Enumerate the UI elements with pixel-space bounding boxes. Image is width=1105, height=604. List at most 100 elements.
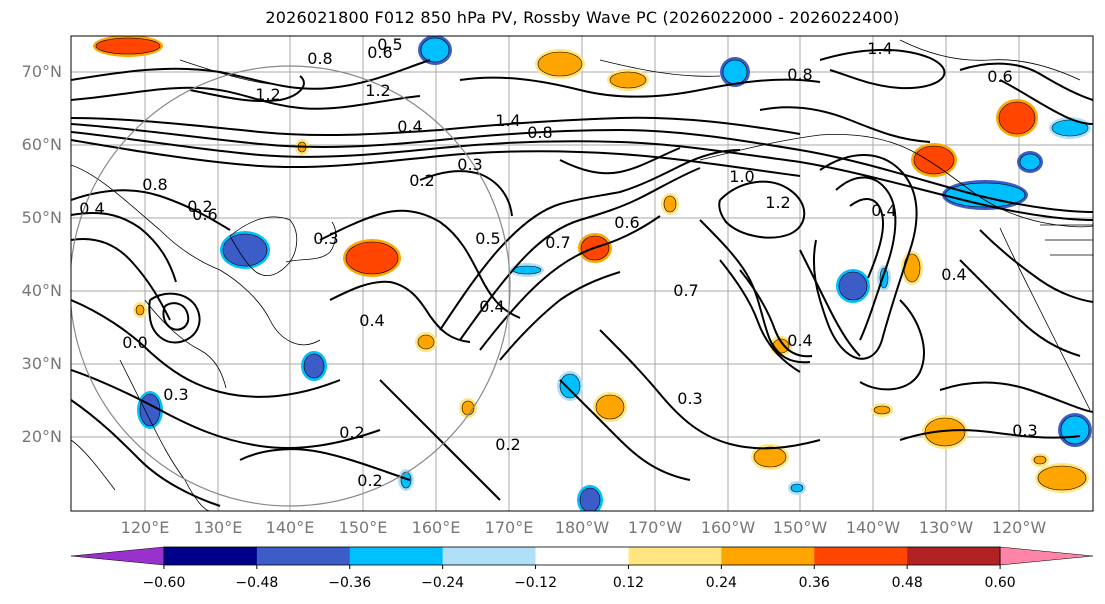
colorbar-tick-label: 0.12 xyxy=(612,575,645,591)
contour-value-label: 1.4 xyxy=(867,39,892,58)
pv-contours xyxy=(71,48,1093,507)
pv-contour-line xyxy=(439,149,741,331)
lon-tick-label: 150°W xyxy=(772,518,828,537)
colorbar-tick-label: 0.36 xyxy=(798,575,830,591)
contour-value-label: 0.2 xyxy=(357,471,382,490)
pv-contour-line xyxy=(939,381,1093,413)
anomaly-core xyxy=(1019,153,1041,171)
contour-value-label: 0.2 xyxy=(409,171,434,190)
pv-contour-line xyxy=(959,259,1081,357)
colorbar-tick-label: −0.12 xyxy=(514,575,557,591)
coastline xyxy=(119,359,211,511)
anomaly-core xyxy=(139,393,161,427)
contour-value-label: 0.8 xyxy=(307,49,332,68)
pv-contour-line xyxy=(71,116,801,137)
pv-contour-line xyxy=(799,249,861,357)
colorbar-segment xyxy=(349,547,444,565)
anomaly-core xyxy=(303,353,325,379)
anomaly-core xyxy=(838,271,868,301)
coastline xyxy=(144,299,227,389)
coastline xyxy=(71,164,321,346)
anomaly-core xyxy=(998,101,1036,135)
coastline xyxy=(1040,224,1093,256)
pv-contour-line xyxy=(739,269,813,358)
pv-contour-line xyxy=(239,448,411,481)
figure-title: 2026021800 F012 850 hPa PV, Rossby Wave … xyxy=(265,8,900,27)
coastline xyxy=(599,59,721,77)
contour-value-label: 0.8 xyxy=(787,65,812,84)
anomaly-core xyxy=(753,446,787,468)
lat-tick-label: 40°N xyxy=(21,281,62,300)
anomaly-core xyxy=(345,241,399,275)
contour-value-label: 0.7 xyxy=(673,281,698,300)
colorbar-tick-label: −0.36 xyxy=(328,575,372,591)
anomaly-core xyxy=(461,400,475,416)
lon-tick-label: 180°W xyxy=(554,518,610,537)
map-frame xyxy=(70,35,1094,512)
rossby-wave-region-circle xyxy=(71,65,511,507)
colorbar-segment xyxy=(163,547,258,565)
contour-value-label: 0.2 xyxy=(495,435,520,454)
colorbar-segment xyxy=(907,547,1001,565)
contour-value-label: 0.7 xyxy=(545,233,570,252)
pv-contour-line xyxy=(819,48,946,90)
pv-contour-line xyxy=(999,79,1093,125)
contour-value-label: 0.3 xyxy=(457,155,482,174)
pv-contour-line xyxy=(319,209,521,319)
contour-value-label: 0.4 xyxy=(79,199,104,218)
coastline xyxy=(229,216,298,276)
coastlines xyxy=(71,39,1093,511)
colorbar-segment xyxy=(535,547,629,565)
pv-contour-line xyxy=(459,76,821,98)
contour-value-label: 1.4 xyxy=(495,111,520,130)
anomaly-core xyxy=(1060,415,1090,445)
pv-contour-line xyxy=(71,369,381,449)
lat-tick-label: 20°N xyxy=(21,427,62,446)
colorbar-tick-label: −0.60 xyxy=(142,575,186,591)
anomaly-core xyxy=(559,373,581,399)
contour-value-label: 1.2 xyxy=(255,85,280,104)
contour-value-label: 0.6 xyxy=(614,213,639,232)
contour-value-label: 0.2 xyxy=(187,197,212,216)
pv-contour-line xyxy=(979,229,1093,303)
colorbar-tick-label: 0.48 xyxy=(891,575,923,591)
colorbar-extend-high xyxy=(999,546,1094,566)
pv-contour-line xyxy=(849,198,884,279)
anomaly-core xyxy=(873,405,891,415)
anomaly-core xyxy=(595,394,625,420)
lon-tick-label: 140°E xyxy=(265,518,315,537)
pv-contour-line xyxy=(71,123,1093,213)
anomaly-core xyxy=(913,145,955,175)
anomaly-core xyxy=(512,265,542,275)
pv-contour-line xyxy=(71,212,177,283)
pv-contour-line xyxy=(71,238,171,321)
coastline xyxy=(71,439,116,491)
pv-contour-line xyxy=(559,147,681,175)
anomaly-core xyxy=(879,267,889,289)
lat-tick-label: 30°N xyxy=(21,354,62,373)
colorbar-tick-label: 0.24 xyxy=(705,575,737,591)
anomaly-core xyxy=(400,471,412,489)
coastline xyxy=(285,221,336,263)
lon-tick-label: 150°E xyxy=(338,518,388,537)
lon-tick-label: 120°E xyxy=(120,518,170,537)
pv-contour-line xyxy=(718,180,806,239)
anomaly-core xyxy=(790,483,804,493)
contour-value-label: 0.3 xyxy=(313,229,338,248)
contour-value-label: 1.2 xyxy=(765,193,790,212)
pv-contour-line xyxy=(71,189,231,231)
colorbar-segment xyxy=(442,547,537,565)
colorbar-segment xyxy=(721,547,815,565)
pv-contour-line xyxy=(379,379,501,501)
pv-contour-line xyxy=(599,329,821,450)
coastline xyxy=(699,134,1093,228)
lon-tick-label: 160°W xyxy=(700,518,756,537)
pv-contour-line xyxy=(329,280,471,343)
pv-contour-line xyxy=(71,139,801,177)
anomaly-core xyxy=(537,51,583,77)
colorbar-tick-label: −0.24 xyxy=(421,575,465,591)
contour-value-label: 0.6 xyxy=(192,205,217,224)
pv-contour-line xyxy=(759,106,931,143)
contour-value-label: 0.3 xyxy=(163,385,188,404)
